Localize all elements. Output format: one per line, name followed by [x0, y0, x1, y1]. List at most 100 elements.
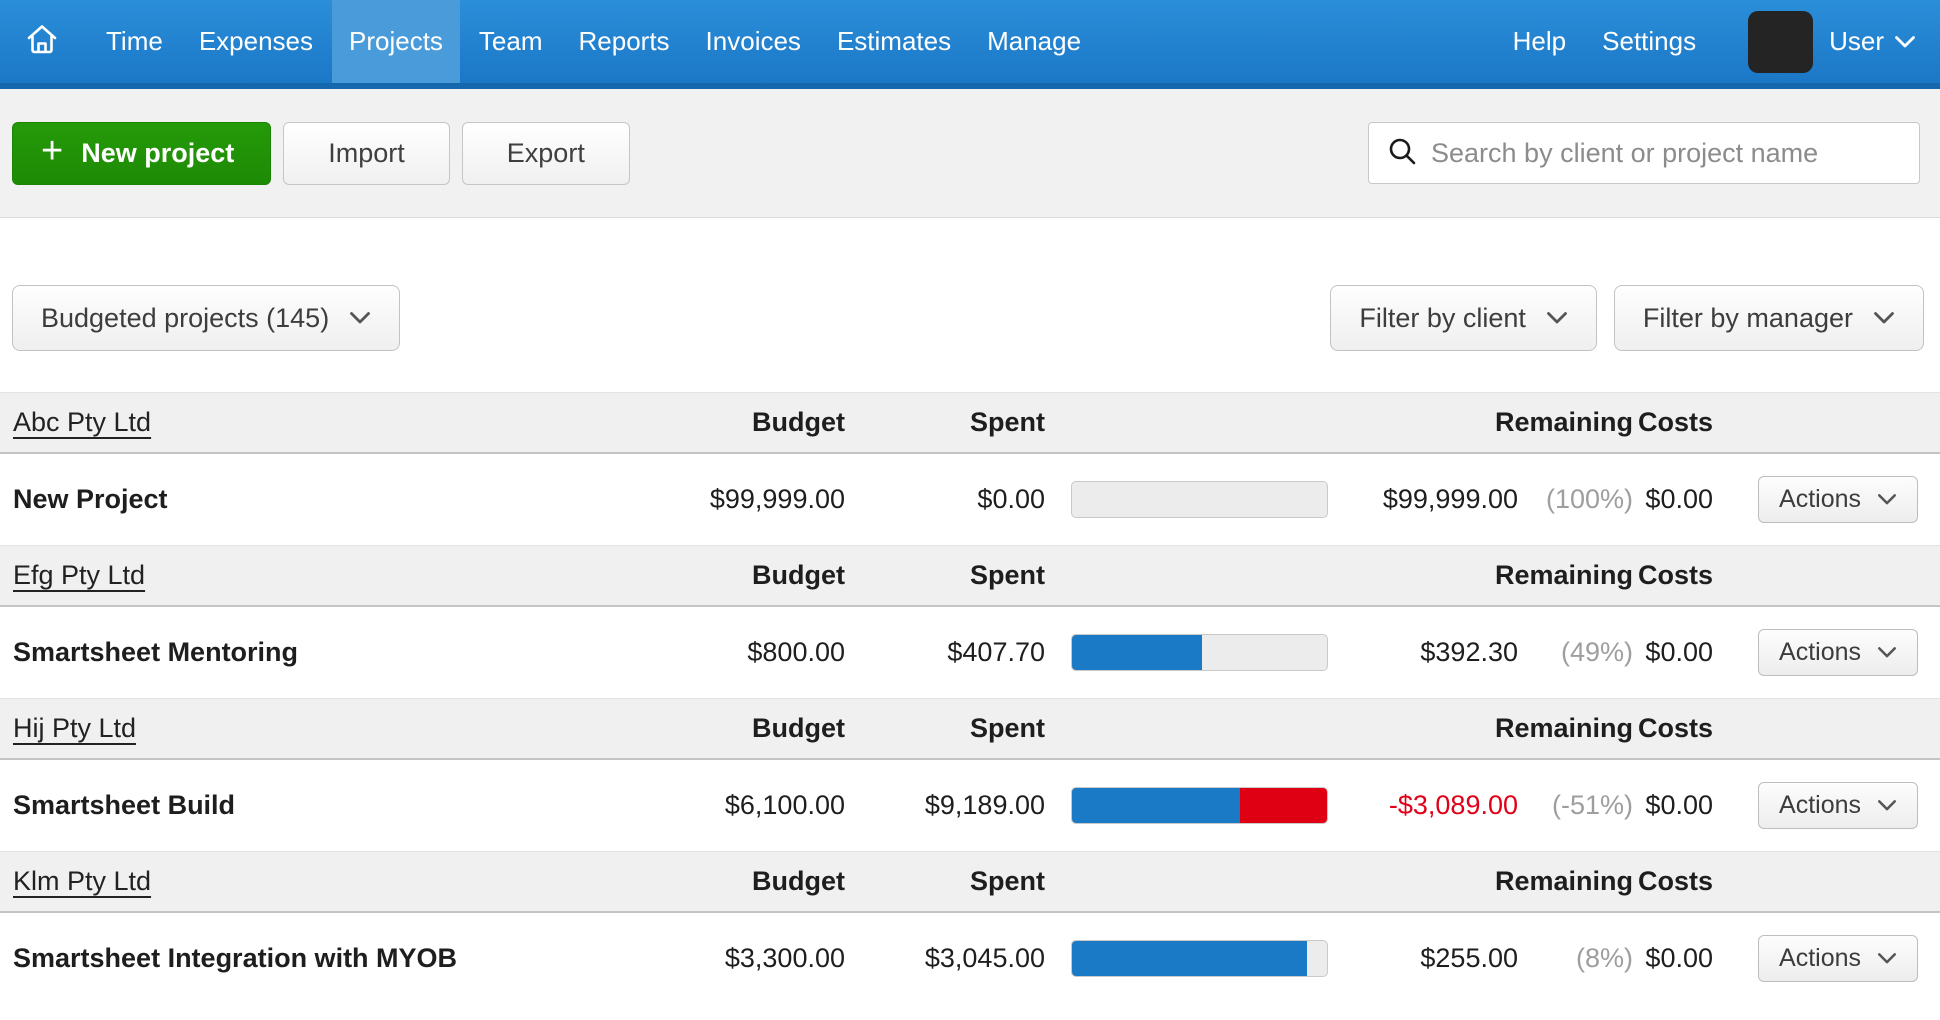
actions-button[interactable]: Actions [1758, 782, 1918, 829]
new-project-label: New project [81, 137, 235, 168]
project-name: Smartsheet Mentoring [13, 637, 299, 667]
column-header-budget: Budget [752, 866, 845, 896]
client-link[interactable]: Hij Pty Ltd [13, 713, 137, 743]
client-group-header: Efg Pty Ltd Budget Spent Remaining Costs [0, 545, 1940, 607]
budget-value: $3,300.00 [724, 943, 845, 973]
column-header-costs: Costs [1637, 713, 1713, 743]
project-name: Smartsheet Integration with MYOB [13, 943, 458, 973]
nav-spacer [1099, 0, 1495, 83]
budget-progress-bar [1071, 940, 1328, 977]
client-link[interactable]: Abc Pty Ltd [13, 407, 152, 437]
nav-right: Help Settings User [1495, 0, 1916, 83]
nav-item-team[interactable]: Team [478, 26, 543, 56]
column-header-spent: Spent [969, 407, 1045, 437]
nav-item-reports[interactable]: Reports [578, 26, 670, 56]
column-header-budget: Budget [752, 407, 845, 437]
toolbar: + New project Import Export [0, 89, 1940, 218]
column-header-remaining: Remaining [1494, 866, 1633, 896]
manager-filter-dropdown[interactable]: Filter by manager [1613, 285, 1924, 351]
client-filter-dropdown[interactable]: Filter by client [1330, 285, 1597, 351]
budget-value: $800.00 [747, 637, 845, 667]
project-name: New Project [13, 484, 168, 514]
remaining-percent: (100%) [1545, 484, 1633, 514]
progress-fill-overbudget [1240, 788, 1327, 823]
actions-button[interactable]: Actions [1758, 629, 1918, 676]
actions-button-label: Actions [1779, 638, 1861, 666]
remaining-value: -$3,089.00 [1388, 790, 1518, 820]
costs-value: $0.00 [1645, 484, 1713, 514]
actions-cell: Actions [1758, 782, 1918, 829]
column-header-remaining: Remaining [1494, 407, 1633, 437]
client-group-header: Abc Pty Ltd Budget Spent Remaining Costs [0, 392, 1940, 454]
budget-progress-bar [1071, 634, 1328, 671]
view-filter-label: Budgeted projects (145) [41, 302, 330, 333]
actions-cell: Actions [1758, 476, 1918, 523]
budget-progress-bar [1071, 787, 1328, 824]
progress-fill-spent [1072, 788, 1241, 823]
nav-item-manage[interactable]: Manage [987, 26, 1082, 56]
top-nav: Time Expenses Projects Team Reports Invo… [0, 0, 1940, 89]
user-menu-label: User [1829, 26, 1884, 56]
nav-item-projects[interactable]: Projects [332, 0, 460, 83]
progress-bar-cell [1045, 940, 1353, 977]
nav-item-settings[interactable]: Settings [1602, 26, 1697, 56]
column-header-budget: Budget [752, 560, 845, 590]
project-name: Smartsheet Build [13, 790, 236, 820]
column-header-remaining: Remaining [1494, 560, 1633, 590]
export-button[interactable]: Export [461, 121, 630, 185]
search-input[interactable] [1431, 137, 1901, 169]
chevron-down-icon [1877, 646, 1897, 659]
column-header-spent: Spent [969, 866, 1045, 896]
nav-item-invoices[interactable]: Invoices [705, 26, 801, 56]
view-filter-dropdown[interactable]: Budgeted projects (145) [12, 285, 401, 351]
spent-value: $3,045.00 [924, 943, 1045, 973]
chevron-down-icon [1894, 35, 1916, 49]
progress-bar-cell [1045, 634, 1353, 671]
user-menu[interactable]: User [1829, 26, 1916, 57]
nav-item-help[interactable]: Help [1512, 26, 1567, 56]
remaining-value: $392.30 [1420, 637, 1518, 667]
import-button[interactable]: Import [283, 121, 450, 185]
budget-progress-bar [1071, 481, 1328, 518]
budget-value: $99,999.00 [709, 484, 845, 514]
progress-fill-spent [1072, 941, 1307, 976]
actions-button-label: Actions [1779, 944, 1861, 972]
actions-cell: Actions [1758, 629, 1918, 676]
chevron-down-icon [1877, 493, 1897, 506]
client-link[interactable]: Efg Pty Ltd [13, 560, 146, 590]
nav-item-time[interactable]: Time [106, 26, 163, 56]
column-header-costs: Costs [1637, 407, 1713, 437]
column-header-spent: Spent [969, 713, 1045, 743]
remaining-percent: (8%) [1575, 943, 1633, 973]
chevron-down-icon [1877, 799, 1897, 812]
nav-item-estimates[interactable]: Estimates [836, 26, 952, 56]
chevron-down-icon [1873, 311, 1895, 325]
project-row: Smartsheet Mentoring $800.00 $407.70 $392.3… [0, 607, 1940, 698]
nav-item-expenses[interactable]: Expenses [198, 26, 313, 56]
actions-button[interactable]: Actions [1758, 476, 1918, 523]
spent-value: $9,189.00 [924, 790, 1045, 820]
projects-table: Abc Pty Ltd Budget Spent Remaining Costs New … [0, 392, 1940, 1004]
client-filter-label: Filter by client [1359, 302, 1526, 333]
progress-bar-cell [1045, 787, 1353, 824]
budget-value: $6,100.00 [724, 790, 845, 820]
costs-value: $0.00 [1645, 637, 1713, 667]
home-button[interactable] [0, 0, 88, 83]
search-box [1368, 122, 1920, 184]
remaining-percent: (-51%) [1551, 790, 1633, 820]
client-link[interactable]: Klm Pty Ltd [13, 866, 152, 896]
search-icon [1387, 136, 1417, 171]
actions-button[interactable]: Actions [1758, 935, 1918, 982]
column-header-costs: Costs [1637, 560, 1713, 590]
progress-bar-cell [1045, 481, 1353, 518]
column-header-spent: Spent [969, 560, 1045, 590]
actions-cell: Actions [1758, 935, 1918, 982]
user-avatar[interactable] [1748, 10, 1814, 73]
project-row: Smartsheet Build $6,100.00 $9,189.00 -$3,08… [0, 760, 1940, 851]
nav-menu: Time Expenses Projects Team Reports Invo… [88, 0, 1099, 83]
costs-value: $0.00 [1645, 943, 1713, 973]
chevron-down-icon [1877, 952, 1897, 965]
new-project-button[interactable]: + New project [12, 121, 272, 185]
actions-button-label: Actions [1779, 485, 1861, 513]
